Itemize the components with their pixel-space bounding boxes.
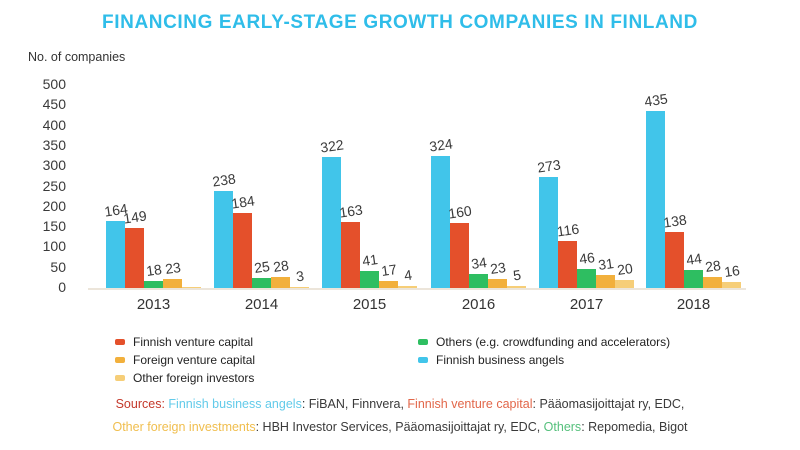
bar-other-foreign-investors — [722, 281, 741, 288]
sources-segment: : Pääomasijoittajat ry, EDC, — [532, 397, 685, 411]
sources-segment: Finnish business angels — [168, 397, 302, 411]
legend-item-finnish-business-angels: Finnish business angels — [418, 351, 670, 369]
bar-value-label: 273 — [535, 156, 562, 176]
x-category-label: 2013 — [136, 296, 171, 313]
bar-others-e-g-crowdfunding-and-accelerators — [144, 280, 163, 288]
legend-swatch-icon — [115, 339, 125, 345]
y-tick-label: 300 — [42, 157, 66, 174]
bar-foreign-venture-capital — [488, 278, 507, 288]
bar-finnish-venture-capital — [665, 231, 684, 288]
bar-finnish-venture-capital — [341, 221, 360, 288]
legend-label: Others (e.g. crowdfunding and accelerato… — [436, 335, 671, 349]
sources-segment: Sources: — [115, 397, 169, 411]
y-tick-label: 50 — [50, 258, 66, 275]
legend-swatch-icon — [418, 339, 428, 345]
sources-segment: : HBH Investor Services, Pääomasijoittaj… — [255, 420, 544, 434]
sources-segment: : Repomedia, Bigot — [581, 420, 688, 434]
bar-value-label: 435 — [642, 90, 669, 110]
y-tick-label: 450 — [42, 96, 66, 113]
sources-segment: Finnish venture capital — [407, 397, 533, 411]
bar-finnish-business-angels — [322, 157, 341, 288]
x-axis-line — [88, 288, 746, 290]
bar-others-e-g-crowdfunding-and-accelerators — [360, 271, 379, 288]
y-tick-label: 500 — [42, 76, 66, 92]
bar-foreign-venture-capital — [271, 276, 290, 288]
y-tick-label: 200 — [42, 197, 66, 214]
bar-other-foreign-investors — [398, 286, 417, 288]
x-category-label: 2017 — [569, 296, 604, 313]
bar-finnish-business-angels — [646, 111, 665, 288]
sources-line: Other foreign investments: HBH Investor … — [0, 416, 800, 439]
bar-foreign-venture-capital — [163, 278, 182, 288]
bar-other-foreign-investors — [615, 279, 634, 288]
bar-finnish-venture-capital — [450, 223, 469, 288]
legend-swatch-icon — [115, 357, 125, 363]
legend-column: Finnish venture capital Foreign venture c… — [115, 333, 255, 387]
legend-item-others-e-g-crowdfunding-and-accelerators: Others (e.g. crowdfunding and accelerato… — [418, 333, 670, 351]
x-category-label: 2014 — [244, 296, 279, 313]
bar-finnish-venture-capital — [125, 227, 144, 288]
x-category-label: 2018 — [676, 296, 711, 313]
chart-title: FINANCING EARLY-STAGE GROWTH COMPANIES I… — [102, 12, 698, 33]
bar-finnish-business-angels — [214, 191, 233, 288]
bar-others-e-g-crowdfunding-and-accelerators — [577, 269, 596, 288]
bar-finnish-business-angels — [431, 156, 450, 288]
y-tick-label: 0 — [58, 279, 66, 295]
y-tick-label: 250 — [42, 177, 66, 194]
bar-other-foreign-investors — [507, 285, 526, 288]
legend-label: Finnish venture capital — [133, 335, 254, 349]
legend-item-other-foreign-investors: Other foreign investors — [115, 369, 255, 387]
legend-item-foreign-venture-capital: Foreign venture capital — [115, 351, 255, 369]
bar-value-label: 23 — [163, 258, 182, 277]
bar-finnish-venture-capital — [558, 240, 577, 288]
bar-foreign-venture-capital — [703, 276, 722, 288]
bar-value-label: 324 — [427, 135, 454, 156]
bar-finnish-venture-capital — [233, 213, 252, 288]
legend-swatch-icon — [115, 375, 125, 381]
y-axis-title: No. of companies — [28, 50, 126, 64]
y-tick-label: 350 — [42, 136, 66, 153]
sources-note: Sources: Finnish business angels: FiBAN,… — [0, 393, 800, 439]
legend-label: Foreign venture capital — [133, 353, 256, 367]
bar-finnish-business-angels — [106, 221, 125, 288]
bar-others-e-g-crowdfunding-and-accelerators — [469, 274, 488, 288]
bar-foreign-venture-capital — [379, 281, 398, 288]
bar-finnish-business-angels — [539, 177, 558, 288]
bar-other-foreign-investors — [182, 286, 201, 288]
bar-value-label: 238 — [210, 170, 237, 190]
sources-line: Sources: Finnish business angels: FiBAN,… — [0, 393, 800, 416]
legend-label: Other foreign investors — [133, 371, 255, 385]
x-category-label: 2016 — [461, 296, 496, 313]
sources-segment: : FiBAN, Finnvera, — [301, 397, 408, 411]
legend-column: Others (e.g. crowdfunding and accelerato… — [418, 333, 670, 369]
y-tick-label: 150 — [42, 218, 66, 235]
legend-item-finnish-venture-capital: Finnish venture capital — [115, 333, 255, 351]
bar-value-label: 322 — [318, 136, 345, 156]
legend-label: Finnish business angels — [436, 353, 565, 367]
bar-others-e-g-crowdfunding-and-accelerators — [684, 270, 703, 288]
bar-foreign-venture-capital — [596, 275, 615, 288]
y-tick-label: 100 — [42, 238, 66, 255]
bar-others-e-g-crowdfunding-and-accelerators — [252, 277, 271, 288]
x-category-label: 2015 — [352, 296, 387, 313]
bar-other-foreign-investors — [290, 286, 309, 288]
sources-segment: Other foreign investments — [112, 420, 256, 434]
legend-swatch-icon — [418, 357, 428, 363]
sources-segment: Others — [543, 420, 582, 434]
y-tick-label: 400 — [42, 116, 66, 133]
